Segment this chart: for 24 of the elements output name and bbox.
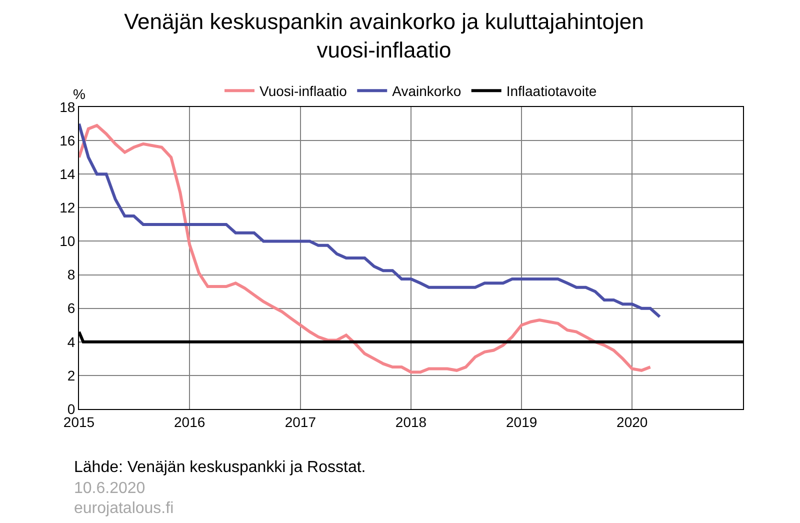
text: 10.6.2020 (74, 480, 146, 497)
y-tick-label: 8 (67, 266, 76, 283)
y-tick-label: 12 (60, 200, 76, 216)
legend-label: Vuosi-inflaatio (260, 83, 348, 100)
y-tick-label: 16 (60, 132, 76, 148)
y-tick-label: 4 (67, 334, 76, 350)
line-series (79, 124, 652, 374)
y-axis-title: % (73, 86, 86, 102)
x-tick-label: 2020 (616, 414, 648, 430)
x-tick-label: 2017 (284, 414, 316, 430)
y-tick-label: 10 (60, 233, 76, 250)
legend-label: Inflaatiotavoite (506, 83, 597, 100)
line-series (79, 122, 662, 318)
y-tick-label: 18 (60, 98, 76, 115)
y-tick-label: 6 (67, 300, 76, 316)
x-tick-label: 2019 (506, 414, 538, 430)
x-tick-label: 2018 (395, 414, 427, 430)
y-tick-label: 14 (60, 166, 76, 182)
legend-label: Avainkorko (392, 83, 462, 100)
text: Lähde: Venäjän keskuspankki ja Rosstat. (74, 459, 366, 476)
y-tick-label: 2 (67, 367, 76, 384)
chart-title: Venäjän keskuspankin avainkorko ja kuluttajahintojen vuosi-inflaatio (124, 8, 644, 62)
x-tick-label: 2016 (174, 414, 206, 430)
text: eurojatalous.fi (74, 500, 174, 517)
